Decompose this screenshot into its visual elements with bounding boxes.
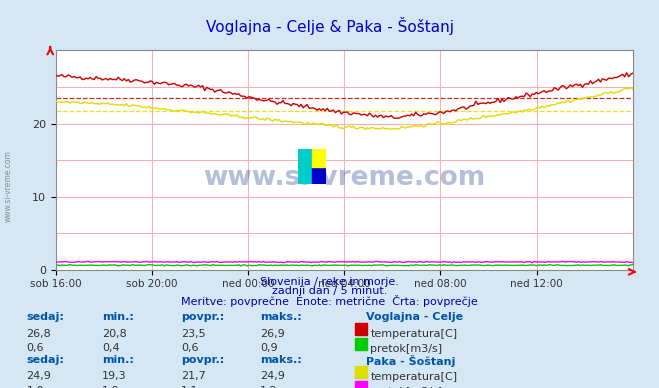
Text: 26,9: 26,9	[260, 329, 285, 339]
Text: Voglajna - Celje & Paka - Šoštanj: Voglajna - Celje & Paka - Šoštanj	[206, 17, 453, 35]
Text: www.si-vreme.com: www.si-vreme.com	[3, 150, 13, 222]
Bar	[298, 149, 312, 184]
Text: 0,4: 0,4	[102, 343, 120, 353]
Text: zadnji dan / 5 minut.: zadnji dan / 5 minut.	[272, 286, 387, 296]
Text: 0,6: 0,6	[26, 343, 44, 353]
Text: maks.:: maks.:	[260, 355, 302, 365]
Text: 1,2: 1,2	[260, 386, 278, 388]
Text: temperatura[C]: temperatura[C]	[370, 329, 457, 340]
Text: 0,9: 0,9	[260, 343, 278, 353]
Text: temperatura[C]: temperatura[C]	[370, 372, 457, 382]
Text: povpr.:: povpr.:	[181, 355, 225, 365]
Text: 21,7: 21,7	[181, 371, 206, 381]
Text: 24,9: 24,9	[26, 371, 51, 381]
Text: min.:: min.:	[102, 312, 134, 322]
Bar	[312, 167, 326, 184]
Text: Slovenija / reke in morje.: Slovenija / reke in morje.	[260, 277, 399, 288]
Text: 0,6: 0,6	[181, 343, 199, 353]
Text: Paka - Šoštanj: Paka - Šoštanj	[366, 355, 455, 367]
Text: pretok[m3/s]: pretok[m3/s]	[370, 344, 442, 354]
Text: maks.:: maks.:	[260, 312, 302, 322]
Text: sedaj:: sedaj:	[26, 312, 64, 322]
Text: www.si-vreme.com: www.si-vreme.com	[203, 165, 486, 191]
Text: 1,1: 1,1	[181, 386, 199, 388]
Text: pretok[m3/s]: pretok[m3/s]	[370, 387, 442, 388]
Text: 1,0: 1,0	[102, 386, 120, 388]
Bar	[312, 149, 326, 167]
Text: povpr.:: povpr.:	[181, 312, 225, 322]
Text: min.:: min.:	[102, 355, 134, 365]
Text: 1,0: 1,0	[26, 386, 44, 388]
Text: 24,9: 24,9	[260, 371, 285, 381]
Text: 20,8: 20,8	[102, 329, 127, 339]
Text: 26,8: 26,8	[26, 329, 51, 339]
Text: 19,3: 19,3	[102, 371, 127, 381]
Text: sedaj:: sedaj:	[26, 355, 64, 365]
Text: 23,5: 23,5	[181, 329, 206, 339]
Text: Meritve: povprečne  Enote: metrične  Črta: povprečje: Meritve: povprečne Enote: metrične Črta:…	[181, 295, 478, 307]
Text: Voglajna - Celje: Voglajna - Celje	[366, 312, 463, 322]
